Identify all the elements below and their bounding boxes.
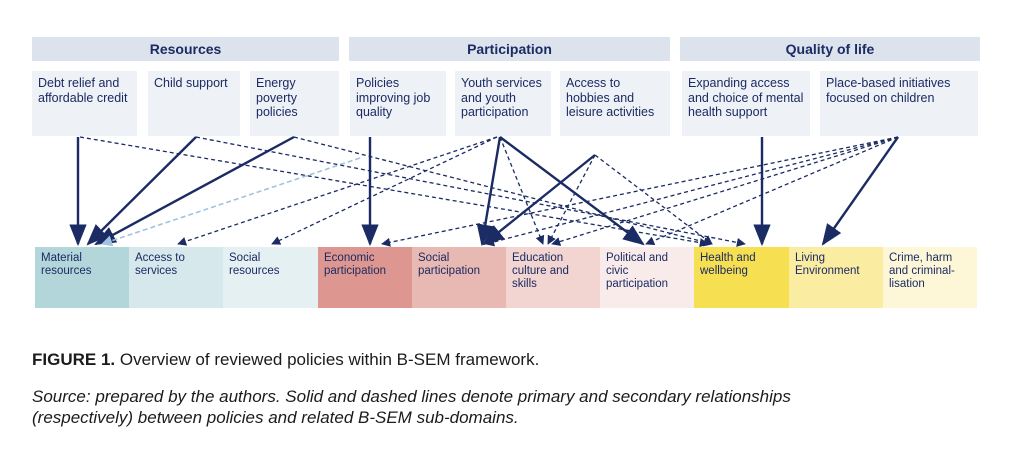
arrow-youth-to-education bbox=[499, 136, 545, 245]
policy-place-based: Place-based initiatives focused on child… bbox=[820, 71, 978, 136]
source-note: Source: prepared by the authors. Solid a… bbox=[32, 386, 852, 428]
domain-social-resources: Social resources bbox=[223, 247, 318, 308]
header-participation: Participation bbox=[349, 37, 670, 61]
source-text: : prepared by the authors. Solid and das… bbox=[32, 387, 791, 427]
arrow-youth-to-political bbox=[499, 136, 645, 246]
domain-education-culture-skills: Education culture and skills bbox=[506, 247, 600, 308]
arrow-place-to-education bbox=[551, 136, 899, 246]
arrow-energy-to-health bbox=[293, 136, 713, 247]
arrow-child-to-health bbox=[195, 136, 746, 247]
figure-text: Overview of reviewed policies within B-S… bbox=[115, 350, 540, 369]
secondary-arrows bbox=[79, 136, 899, 248]
source-label: Source bbox=[32, 387, 86, 406]
header-resources: Resources bbox=[32, 37, 339, 61]
arrow-youth-to-material-light bbox=[100, 157, 361, 247]
header-quality-of-life: Quality of life bbox=[680, 37, 980, 61]
domain-social-participation: Social participation bbox=[412, 247, 506, 308]
domain-crime-harm: Crime, harm and criminal-lisation bbox=[883, 247, 977, 308]
policy-child-support: Child support bbox=[148, 71, 240, 136]
arrow-place-to-social bbox=[485, 136, 899, 247]
policy-youth-services: Youth services and youth participation bbox=[455, 71, 551, 136]
figure-caption: FIGURE 1. Overview of reviewed policies … bbox=[32, 350, 539, 370]
domain-access-to-services: Access to services bbox=[129, 247, 223, 308]
arrow-place-to-living bbox=[821, 136, 899, 246]
domain-living-environment: Living Environment bbox=[789, 247, 883, 308]
arrow-place-to-political bbox=[645, 136, 899, 245]
figure-label: FIGURE 1. bbox=[32, 350, 116, 369]
arrow-youth-to-socialres bbox=[271, 136, 498, 245]
domain-economic-participation: Economic participation bbox=[318, 247, 412, 308]
policy-mental-health: Expanding access and choice of mental he… bbox=[682, 71, 810, 136]
policy-job-quality: Policies improving job quality bbox=[350, 71, 446, 136]
arrow-youth-to-services bbox=[177, 136, 498, 246]
arrow-hobbies-to-health bbox=[594, 154, 713, 245]
arrow-energy-to-material bbox=[94, 135, 295, 246]
primary-arrows bbox=[69, 135, 899, 247]
policy-debt-relief: Debt relief and affordable credit bbox=[32, 71, 137, 136]
arrow-debt-to-health bbox=[79, 136, 709, 248]
arrow-hobbies-to-education bbox=[547, 154, 596, 245]
domain-material-resources: Material resources bbox=[35, 247, 129, 308]
arrow-child-to-material bbox=[86, 136, 197, 246]
policy-hobbies: Access to hobbies and leisure activities bbox=[560, 71, 670, 136]
policy-energy-poverty: Energy poverty policies bbox=[250, 71, 339, 136]
arrow-place-to-services bbox=[381, 136, 899, 247]
domain-health-wellbeing: Health and wellbeing bbox=[694, 247, 789, 308]
arrow-youth-to-social bbox=[476, 136, 502, 247]
domain-political-civic-participation: Political and civic participation bbox=[600, 247, 694, 308]
